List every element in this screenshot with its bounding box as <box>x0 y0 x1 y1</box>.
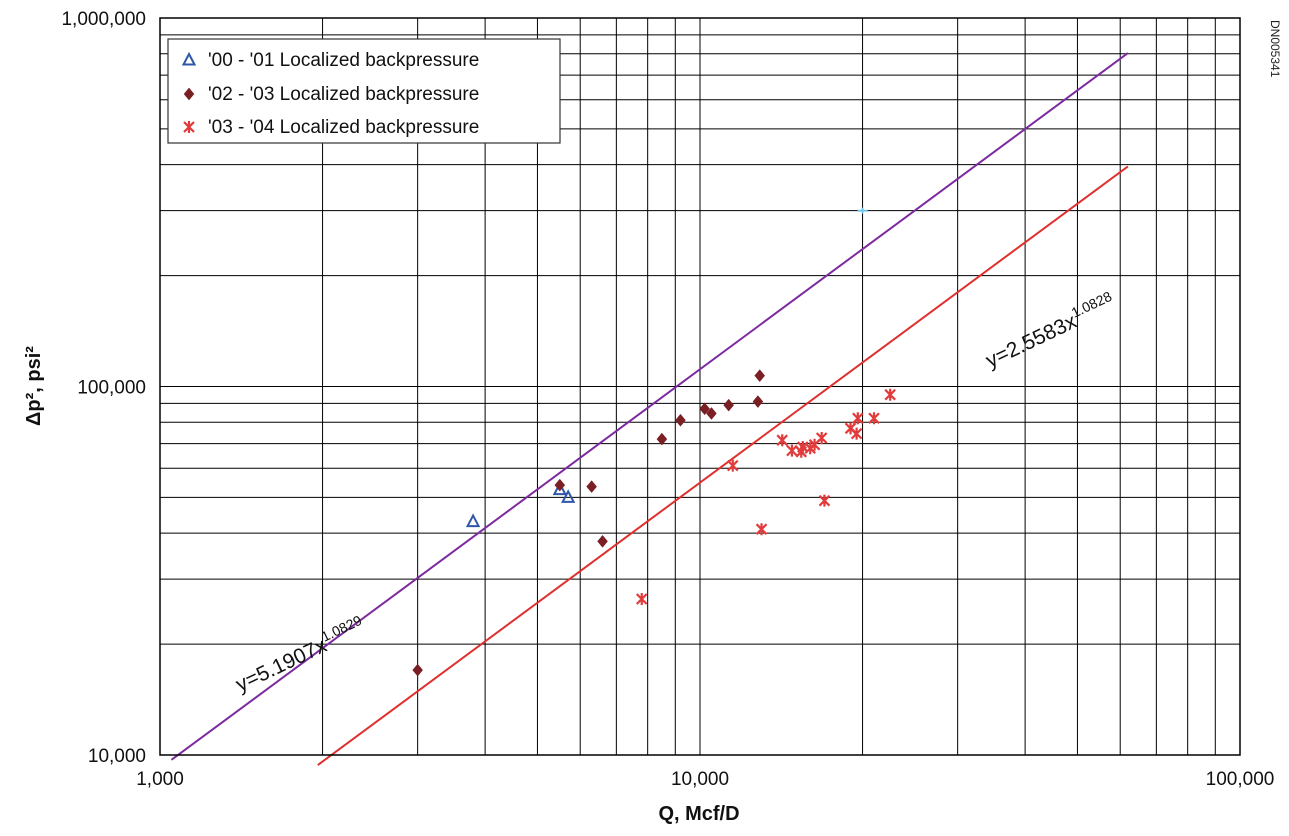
legend: '00 - '01 Localized backpressure '02 - '… <box>167 38 561 144</box>
data-point-series-3 <box>726 459 739 472</box>
data-point-series-1 <box>465 513 481 528</box>
legend-label-00-01: '00 - '01 Localized backpressure <box>208 50 479 71</box>
x-axis-label: Q, Mcf/D <box>658 803 739 825</box>
data-point-series-2 <box>754 369 766 383</box>
plot-area-border <box>159 17 1241 756</box>
data-point-series-2 <box>752 395 764 408</box>
data-point-series-3 <box>755 523 768 536</box>
data-point-series-1 <box>552 481 567 496</box>
x-tick-label: 10,000 <box>671 769 729 790</box>
legend-marker-series-3 <box>183 121 195 133</box>
legend-label-02-03: '02 - '03 Localized backpressure <box>208 84 479 105</box>
data-point-series-3 <box>786 444 798 457</box>
x-tick-label: 100,000 <box>1206 769 1275 790</box>
y-tick-label: 100,000 <box>77 378 146 399</box>
legend-marker-series-2 <box>183 87 195 101</box>
y-axis-label: Δp², psi² <box>23 346 45 426</box>
legend-marker-series-1 <box>181 51 197 66</box>
data-point-series-1 <box>561 489 576 503</box>
data-point-series-2 <box>723 398 734 412</box>
data-point-series-3 <box>884 388 896 401</box>
trendlines <box>170 52 1129 766</box>
data-point-series-2 <box>554 478 566 492</box>
data-point-series-2 <box>412 663 423 677</box>
trendline-2 <box>317 165 1129 766</box>
data-points <box>412 207 896 677</box>
legend-box <box>167 38 561 144</box>
data-point-series-2 <box>656 432 668 446</box>
data-point-series-2 <box>675 413 686 427</box>
data-point-series-2 <box>699 402 710 416</box>
data-point-series-3 <box>852 412 864 425</box>
data-point-series-3 <box>776 434 789 447</box>
data-point-series-3 <box>850 427 863 440</box>
legend-label-03-04: '03 - '04 Localized backpressure <box>208 117 479 138</box>
y-tick-label: 10,000 <box>88 746 146 767</box>
data-point-series-2 <box>586 480 597 493</box>
data-point-series-3 <box>818 494 831 507</box>
document-id-watermark: DN005341 <box>1268 20 1282 78</box>
trendline-1 <box>170 52 1129 761</box>
stray-data-mark <box>857 207 868 214</box>
y-tick-label: 1,000,000 <box>61 9 146 30</box>
data-point-series-3 <box>868 412 880 425</box>
data-point-series-2 <box>597 534 608 548</box>
data-point-series-3 <box>635 593 648 606</box>
trendline-equation-upper: y=5.1907x1.0829 <box>231 612 370 697</box>
gridlines <box>160 18 1240 755</box>
x-tick-label: 1,000 <box>136 769 184 790</box>
data-point-series-2 <box>706 407 717 420</box>
data-point-series-3 <box>815 431 828 444</box>
legend-markers <box>181 51 197 133</box>
trendline-equation-lower: y=2.5583x1.0828 <box>981 288 1120 373</box>
